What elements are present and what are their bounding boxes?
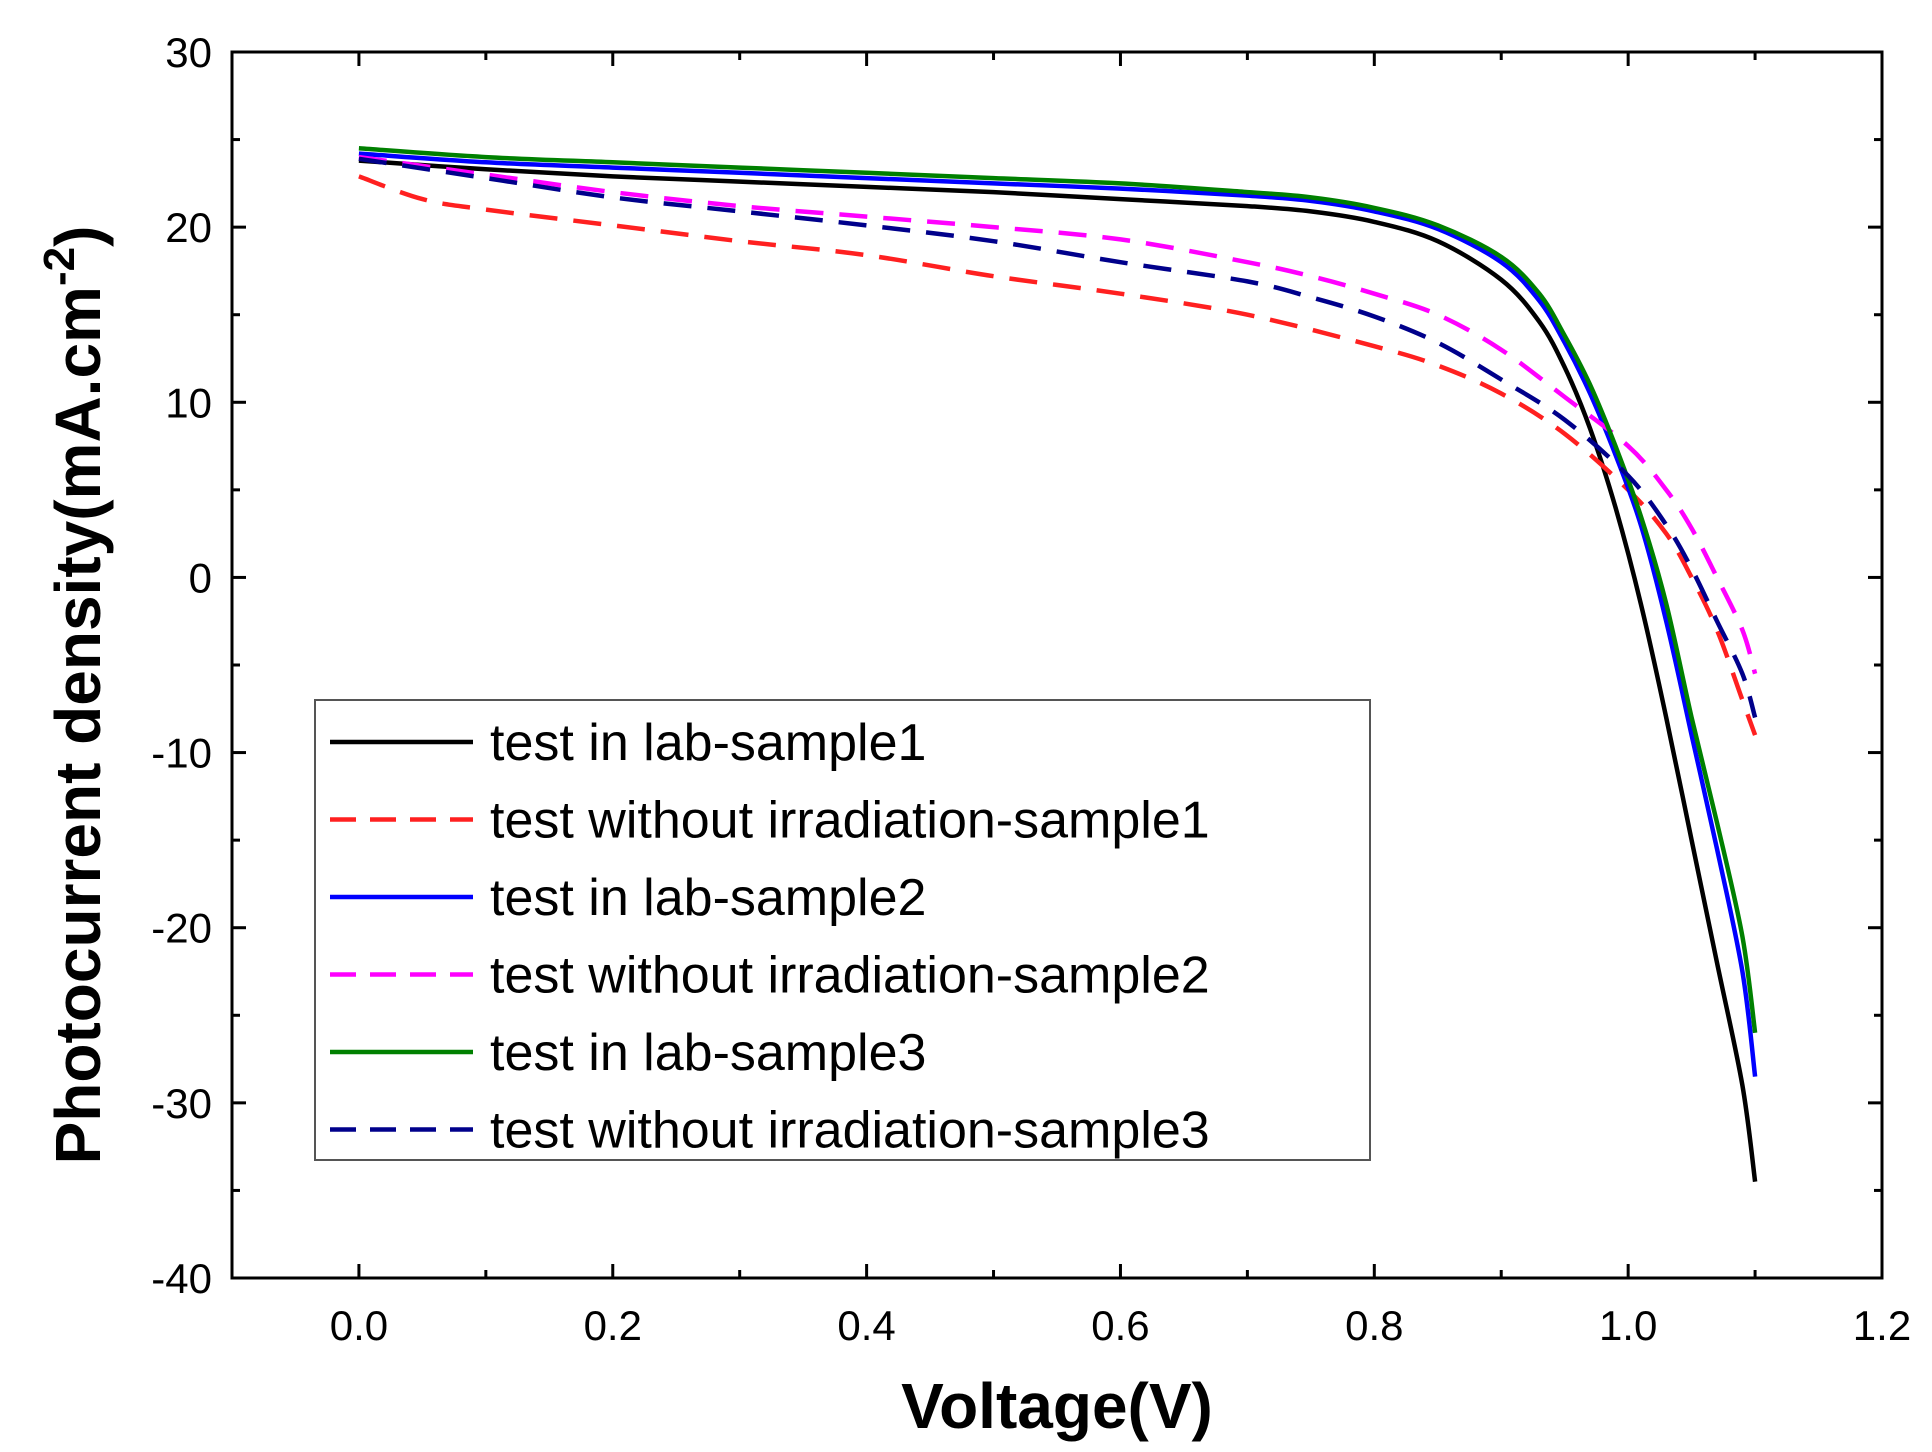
y-tick-label: -40	[151, 1255, 212, 1302]
legend-items: test in lab-sample1 test without irradiat…	[330, 714, 1210, 1160]
x-tick-label: 0.6	[1091, 1302, 1149, 1349]
series-line-5	[358, 146, 1758, 1034]
y-tick-label: -10	[151, 730, 212, 777]
series-line-6	[358, 156, 1758, 719]
y-tick-label: 0	[189, 554, 212, 601]
legend-label-6: test without irradiation-sample3	[490, 1102, 1210, 1160]
y-tick-label: 10	[165, 379, 212, 426]
legend-label-3: test in lab-sample2	[490, 869, 926, 927]
x-tick-label: 1.0	[1599, 1302, 1657, 1349]
x-tick-label: 1.2	[1853, 1302, 1911, 1349]
x-axis-title: Voltage(V)	[901, 1370, 1213, 1442]
y-tick-label: 30	[165, 29, 212, 76]
legend-box	[314, 699, 1371, 1161]
y-axis-title-superscript: -2	[35, 247, 84, 286]
x-tick-label: 0.4	[837, 1302, 895, 1349]
y-axis-title-main: Photocurrent density(mA.cm	[42, 286, 114, 1164]
plot-series-group	[358, 146, 1758, 1182]
series-line-4	[358, 154, 1758, 675]
y-tick-label: -20	[151, 905, 212, 952]
y-axis-title: Photocurrent density(mA.cm-2)	[35, 226, 114, 1165]
series-line-3	[358, 151, 1758, 1077]
y-tick-label: 20	[165, 204, 212, 251]
tick-labels: 0.0 0.2 0.4 0.6 0.8 1.0 1.2 30 20 10 0 -10 -20 -30 -40	[151, 29, 1911, 1349]
series-line-1	[358, 158, 1758, 1182]
y-tick-label: -30	[151, 1080, 212, 1127]
legend-label-1: test in lab-sample1	[490, 714, 926, 772]
legend-label-4: test without irradiation-sample2	[490, 947, 1210, 1005]
series-line-2	[358, 174, 1758, 736]
tick-marks	[230, 50, 1884, 1280]
x-tick-label: 0.8	[1345, 1302, 1403, 1349]
legend: test in lab-sample1 test without irradiat…	[314, 699, 1371, 1161]
x-tick-label: 0.2	[584, 1302, 642, 1349]
x-tick-label: 0.0	[330, 1302, 388, 1349]
legend-label-2: test without irradiation-sample1	[490, 792, 1210, 850]
legend-label-5: test in lab-sample3	[490, 1024, 926, 1082]
y-axis-title-close: )	[42, 226, 114, 247]
